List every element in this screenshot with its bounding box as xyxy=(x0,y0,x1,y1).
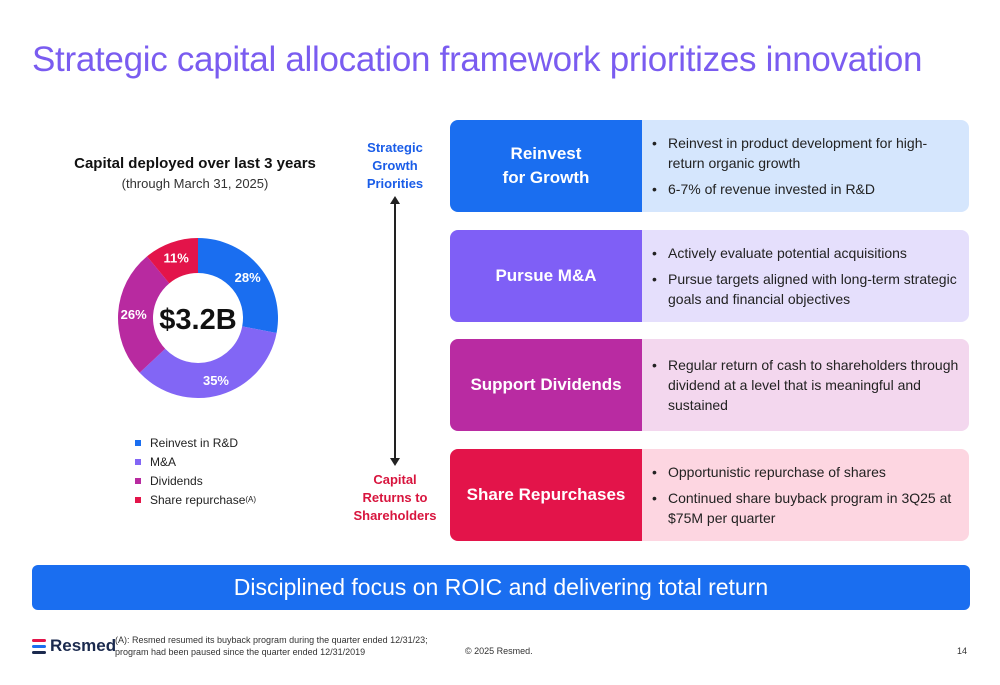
chart-title: Capital deployed over last 3 years xyxy=(74,155,316,172)
bullet-item: • Reinvest in product development for hig… xyxy=(652,133,959,173)
legend-label: Dividends xyxy=(150,473,203,488)
priority-label-line: for Growth xyxy=(502,168,590,187)
priority-description: • Regular return of cash to shareholders … xyxy=(642,339,969,431)
donut-chart: 28% 35% 26% 11% $3.2B xyxy=(117,238,278,398)
resmed-logo: Resmed xyxy=(32,636,116,656)
axis-label-line: Returns to xyxy=(362,490,428,505)
logo-text: Resmed xyxy=(50,636,117,655)
donut-slice-3 xyxy=(147,238,198,284)
legend-item-dividends: Dividends xyxy=(135,471,256,490)
donut-slice-label: 26% xyxy=(121,307,147,322)
donut-center-label: $3.2B xyxy=(159,304,236,336)
chart-subtitle: (through March 31, 2025) xyxy=(121,176,269,191)
donut-slice-0 xyxy=(198,238,278,333)
donut-slice-1 xyxy=(139,326,277,398)
arrow-down-icon xyxy=(390,458,400,466)
priority-label: Reinvest for Growth xyxy=(450,120,642,212)
priority-label: Support Dividends xyxy=(450,339,642,431)
priority-description: • Reinvest in product development for hig… xyxy=(642,120,969,212)
bullet-text: 6-7% of revenue invested in R&D xyxy=(668,181,875,197)
bullet-item: • Regular return of cash to shareholders … xyxy=(652,357,959,413)
page-number: 14 xyxy=(957,646,968,656)
legend-footnote-marker: (A) xyxy=(245,495,257,504)
bullet-item: • Pursue targets aligned with long-term s… xyxy=(652,269,959,309)
axis-label-line: Strategic xyxy=(367,140,423,155)
priority-reinvest: Reinvest for Growth • Reinvest in product… xyxy=(450,120,969,212)
bullet-item: • Continued share buyback program in 3Q25… xyxy=(652,488,959,528)
priority-dividends: Support Dividends • Regular return of cas… xyxy=(450,339,969,431)
legend-swatch xyxy=(135,439,141,446)
priority-ma: Pursue M&A • Actively evaluate potential … xyxy=(450,230,969,322)
priority-repurchases: Share Repurchases • Opportunistic repurch… xyxy=(450,449,969,541)
chart-legend: Reinvest in R&D M&A Dividends Share repu… xyxy=(135,433,256,509)
bullet-text: Regular return of cash to shareholders t… xyxy=(668,357,959,413)
legend-swatch xyxy=(135,458,141,465)
priority-label-line: Reinvest xyxy=(510,144,582,163)
legend-label: Share repurchase xyxy=(150,492,246,507)
footnote: (A): Resmed resumed its buyback program … xyxy=(115,635,428,657)
priority-label-line: Support Dividends xyxy=(470,375,622,394)
legend-item-repurchase: Share repurchase (A) xyxy=(135,490,256,509)
logo-mark-icon xyxy=(32,638,46,654)
priority-label: Pursue M&A xyxy=(450,230,642,322)
axis-label-line: Shareholders xyxy=(353,508,437,523)
priority-description: • Opportunistic repurchase of shares • Con… xyxy=(642,449,969,541)
axis-label-capital-returns: Capital Returns to Shareholders xyxy=(350,471,440,525)
axis-label-strategic-growth: Strategic Growth Priorities xyxy=(355,139,435,193)
axis-line xyxy=(394,200,396,462)
axis-label-line: Priorities xyxy=(366,176,424,191)
bullet-item: • 6-7% of revenue invested in R&D xyxy=(652,181,875,197)
bullet-item: • Opportunistic repurchase of shares xyxy=(652,464,886,480)
page-title: Strategic capital allocation framework p… xyxy=(32,40,923,79)
roic-banner: Disciplined focus on ROIC and delivering… xyxy=(32,565,970,610)
legend-label: Reinvest in R&D xyxy=(150,435,239,450)
priority-description: • Actively evaluate potential acquisition… xyxy=(642,230,969,322)
priority-label-line: Pursue M&A xyxy=(495,266,597,285)
bullet-item: • Actively evaluate potential acquisition… xyxy=(652,245,907,261)
legend-label: M&A xyxy=(150,454,177,469)
bullet-text: Actively evaluate potential acquisitions xyxy=(668,245,907,261)
bullet-text: Reinvest in product development for high… xyxy=(668,135,928,171)
bullet-text: Pursue targets aligned with long-term st… xyxy=(668,271,957,307)
bullet-text: Opportunistic repurchase of shares xyxy=(668,464,886,480)
donut-slice-label: 35% xyxy=(203,373,229,388)
donut-slice-2 xyxy=(117,256,170,373)
legend-swatch xyxy=(135,496,141,503)
legend-swatch xyxy=(135,477,141,484)
priority-label: Share Repurchases xyxy=(450,449,642,541)
donut-slice-label: 11% xyxy=(163,250,189,265)
donut-slice-label: 28% xyxy=(235,270,261,285)
copyright: © 2025 Resmed. xyxy=(465,646,533,656)
axis-label-line: Growth xyxy=(372,158,418,173)
legend-item-ma: M&A xyxy=(135,452,256,471)
bullet-text: Continued share buyback program in 3Q25 … xyxy=(668,490,952,526)
legend-item-rd: Reinvest in R&D xyxy=(135,433,256,452)
axis-label-line: Capital xyxy=(373,472,417,487)
priority-label-line: Share Repurchases xyxy=(466,485,626,504)
